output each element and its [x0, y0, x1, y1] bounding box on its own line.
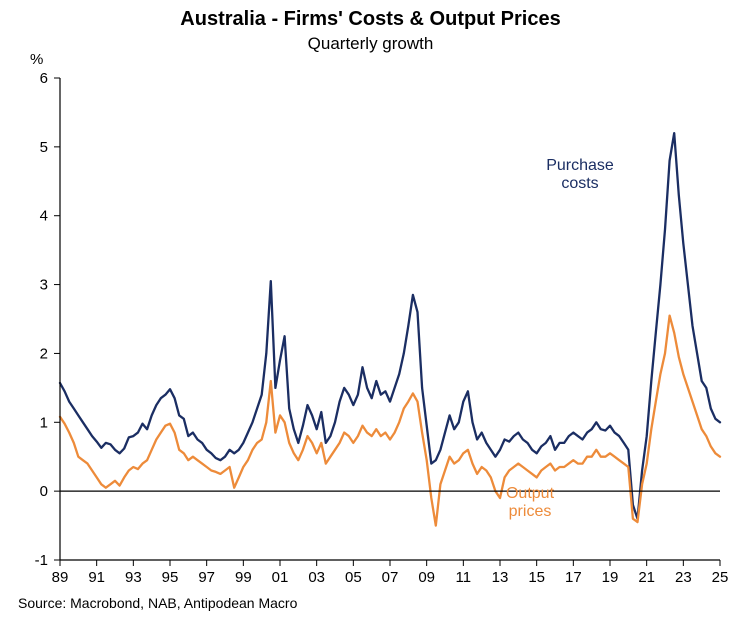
svg-text:4: 4: [40, 208, 48, 225]
svg-text:99: 99: [235, 569, 252, 586]
svg-text:Output: Output: [506, 485, 555, 502]
svg-text:23: 23: [675, 569, 692, 586]
source-text: Source: Macrobond, NAB, Antipodean Macro: [18, 595, 297, 611]
svg-text:1: 1: [40, 414, 48, 431]
svg-text:19: 19: [602, 569, 619, 586]
svg-text:05: 05: [345, 569, 362, 586]
chart-container: Australia - Firms' Costs & Output Prices…: [0, 0, 741, 617]
svg-text:%: %: [30, 51, 43, 68]
svg-text:prices: prices: [509, 503, 552, 520]
svg-text:2: 2: [40, 345, 48, 362]
svg-text:0: 0: [40, 483, 48, 500]
svg-text:11: 11: [456, 569, 472, 586]
svg-text:5: 5: [40, 139, 48, 156]
svg-text:91: 91: [88, 569, 105, 586]
svg-text:17: 17: [565, 569, 582, 586]
svg-text:01: 01: [272, 569, 289, 586]
svg-text:97: 97: [198, 569, 215, 586]
svg-text:6: 6: [40, 70, 48, 87]
svg-text:15: 15: [528, 569, 545, 586]
svg-text:Purchase: Purchase: [546, 157, 614, 174]
svg-text:-1: -1: [35, 552, 48, 569]
svg-text:21: 21: [638, 569, 655, 586]
svg-text:13: 13: [492, 569, 509, 586]
svg-text:95: 95: [162, 569, 179, 586]
svg-text:25: 25: [712, 569, 729, 586]
svg-text:89: 89: [52, 569, 69, 586]
svg-text:93: 93: [125, 569, 142, 586]
svg-text:costs: costs: [561, 175, 598, 192]
chart-svg: -101234568991939597990103050709111315171…: [0, 0, 741, 617]
svg-text:07: 07: [382, 569, 399, 586]
svg-text:09: 09: [418, 569, 435, 586]
svg-text:3: 3: [40, 277, 48, 294]
svg-text:03: 03: [308, 569, 325, 586]
